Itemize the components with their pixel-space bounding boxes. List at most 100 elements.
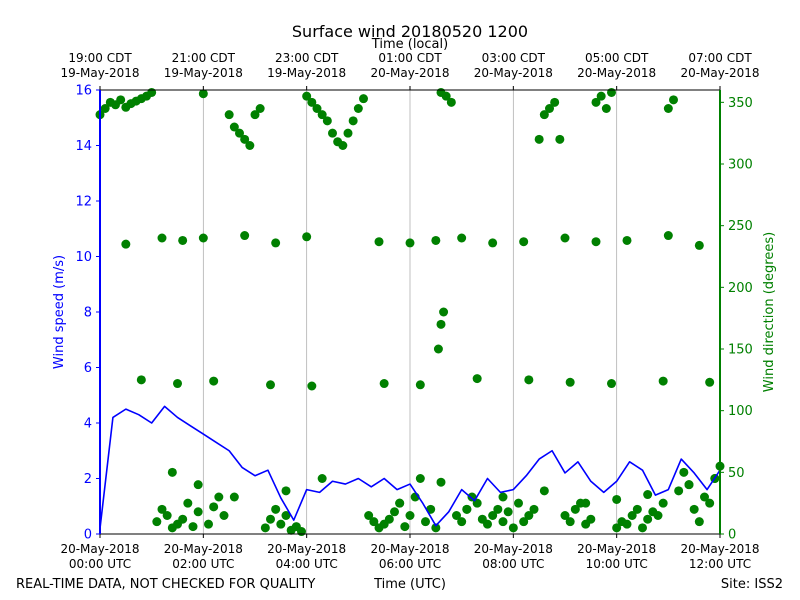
top-tick-time: 03:00 CDT — [482, 51, 546, 65]
direction-point — [581, 498, 591, 508]
bottom-tick-date: 20-May-2018 — [60, 542, 139, 556]
direction-point — [224, 110, 234, 120]
bottom-tick-date: 20-May-2018 — [164, 542, 243, 556]
top-tick-date: 19-May-2018 — [164, 66, 243, 80]
bottom-tick-date: 20-May-2018 — [370, 542, 449, 556]
direction-point — [415, 380, 425, 390]
direction-point — [560, 511, 570, 520]
direction-point — [297, 527, 306, 537]
direction-point — [193, 480, 203, 490]
direction-point — [508, 523, 518, 533]
direction-point — [405, 238, 415, 248]
direction-point — [439, 307, 449, 317]
direction-point — [204, 519, 213, 529]
direction-point — [198, 89, 208, 99]
direction-point — [328, 128, 337, 138]
direction-point — [529, 504, 539, 514]
top-tick-time: 01:00 CDT — [378, 51, 442, 65]
left-tick-label: 0 — [84, 528, 92, 543]
direction-point — [462, 504, 472, 514]
direction-point — [152, 517, 162, 527]
direction-point — [364, 511, 374, 520]
direction-point — [395, 498, 405, 508]
direction-point — [250, 110, 260, 120]
direction-point — [643, 490, 653, 500]
direction-point — [663, 231, 673, 241]
top-tick-time: 07:00 CDT — [688, 51, 752, 65]
direction-point — [266, 380, 275, 390]
direction-point — [379, 379, 389, 389]
top-tick-time: 23:00 CDT — [275, 51, 339, 65]
direction-point — [607, 87, 616, 97]
direction-point — [539, 110, 549, 120]
bottom-tick-date: 20-May-2018 — [680, 542, 759, 556]
direction-point — [384, 514, 394, 524]
left-tick-label: 10 — [75, 250, 92, 265]
direction-point — [436, 477, 446, 487]
direction-point — [271, 504, 281, 514]
top-tick-date: 20-May-2018 — [370, 66, 449, 80]
direction-point — [483, 519, 492, 529]
direction-point — [591, 97, 601, 107]
direction-point — [121, 239, 131, 249]
direction-point — [260, 523, 270, 533]
direction-point — [348, 116, 358, 126]
direction-point — [684, 480, 694, 490]
direction-point — [498, 492, 508, 502]
direction-point — [317, 474, 327, 483]
direction-point — [100, 104, 110, 113]
direction-point — [555, 134, 565, 144]
direction-point — [674, 486, 684, 496]
direction-point — [147, 87, 157, 97]
direction-point — [240, 134, 250, 144]
direction-point — [539, 486, 549, 496]
direction-point — [276, 519, 286, 529]
direction-point — [302, 232, 312, 242]
direction-point — [493, 504, 503, 514]
right-tick-label: 50 — [728, 466, 745, 481]
direction-point — [183, 498, 193, 508]
speed-series — [99, 405, 721, 529]
direction-point — [653, 511, 663, 520]
direction-point — [167, 467, 177, 477]
direction-point — [157, 233, 167, 243]
direction-point — [565, 377, 575, 387]
direction-point — [281, 511, 291, 520]
direction-point — [488, 511, 498, 520]
direction-point — [503, 507, 513, 517]
direction-point — [679, 467, 689, 477]
direction-point — [255, 104, 265, 113]
direction-point — [452, 511, 461, 520]
direction-point — [116, 95, 126, 105]
direction-point — [514, 498, 523, 508]
direction-series — [95, 87, 725, 537]
left-tick-label: 4 — [84, 417, 92, 432]
bottom-tick-time: 02:00 UTC — [172, 557, 234, 571]
direction-point — [178, 514, 188, 524]
bottom-tick-date: 20-May-2018 — [267, 542, 346, 556]
direction-point — [545, 104, 554, 113]
direction-point — [446, 97, 456, 107]
bottom-tick-time: 08:00 UTC — [482, 557, 544, 571]
direction-point — [178, 235, 188, 245]
direction-point — [596, 91, 606, 101]
direction-point — [229, 492, 239, 502]
direction-point — [472, 374, 482, 384]
top-axis-label: Time (local) — [371, 37, 448, 52]
direction-point — [658, 376, 668, 386]
direction-point — [188, 522, 198, 532]
left-tick-label: 6 — [84, 361, 92, 376]
direction-point — [307, 97, 317, 107]
right-axis-ticks: 0 50 100 150 200 250 300 350 — [720, 96, 753, 543]
direction-point — [374, 237, 384, 247]
direction-point — [441, 91, 451, 101]
direction-point — [705, 498, 715, 508]
speed-line — [99, 405, 721, 529]
direction-point — [415, 474, 425, 483]
bottom-axis-label: Time (UTC) — [373, 577, 446, 592]
direction-point — [173, 379, 182, 389]
bottom-tick-time: 04:00 UTC — [276, 557, 338, 571]
